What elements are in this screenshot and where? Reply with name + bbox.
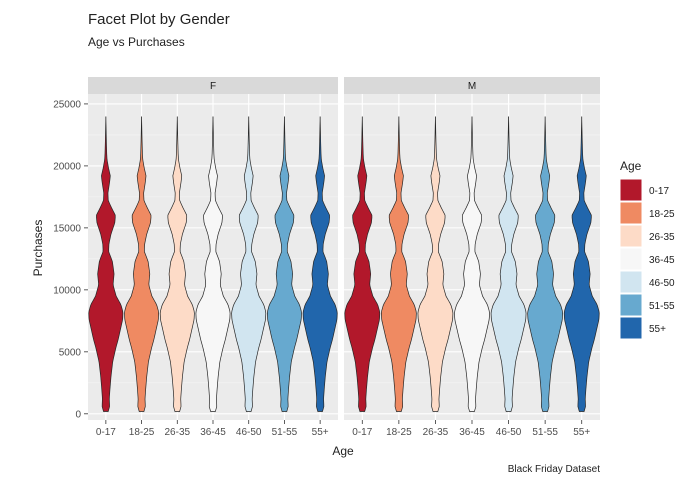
legend-swatch [619,316,643,340]
violin-f-55+ [302,116,338,412]
violin-m-36-45 [454,116,490,412]
violin-f-36-45 [195,116,231,412]
y-tick-label: 0 [75,409,81,420]
x-tick-label: 36-45 [200,427,226,438]
legend-label: 26-35 [649,232,675,243]
facet-panels: F 0-17 18-25 26-35 36-45 46-50 51-55 55+ M 0-17 18… [88,77,600,438]
legend-swatch [619,270,643,294]
legend-label: 51-55 [649,301,675,312]
chart-title: Facet Plot by Gender [88,11,230,28]
x-tick-label: 51-55 [532,427,558,438]
facet-panel-f: F 0-17 18-25 26-35 36-45 46-50 51-55 55+ [88,77,338,438]
legend-title: Age [620,159,642,173]
legend-label: 55+ [649,324,666,335]
violin-m-51-55 [527,116,563,412]
legend-label: 46-50 [649,278,675,289]
facet-strip [88,77,338,94]
violin-f-46-50 [231,116,267,412]
violin-m-0-17 [344,116,381,412]
chart-subtitle: Age vs Purchases [88,35,185,49]
violin-m-46-50 [490,116,527,412]
x-tick-label: 26-35 [423,427,449,438]
violin-f-0-17 [88,116,124,412]
x-tick-label: 26-35 [164,427,190,438]
x-tick-label: 55+ [573,427,590,438]
facet-strip-label: F [210,81,216,92]
violin-f-18-25 [124,116,160,412]
legend-label: 36-45 [649,255,675,266]
x-tick-label: 0-17 [96,427,116,438]
legend-swatch [619,201,643,225]
violin-m-55+ [563,116,600,412]
legend-swatch [619,247,643,271]
y-axis-title: Purchases [31,220,45,277]
chart-caption: Black Friday Dataset [508,464,600,475]
legend-swatch [619,224,643,248]
violin-m-26-35 [417,116,454,412]
x-tick-label: 55+ [312,427,329,438]
violin-m-18-25 [381,116,417,412]
violin-f-26-35 [159,116,195,412]
y-tick-label: 15000 [53,223,81,234]
x-tick-label: 18-25 [386,427,412,438]
x-tick-label: 51-55 [272,427,298,438]
x-tick-label: 0-17 [352,427,372,438]
legend-swatch [619,178,643,202]
x-axis-title: Age [332,444,354,458]
facet-strip [344,77,600,94]
y-tick-label: 25000 [53,99,81,110]
legend-swatch [619,293,643,317]
legend-label: 0-17 [649,186,669,197]
facet-strip-label: M [468,81,476,92]
legend-label: 18-25 [649,209,675,220]
x-tick-label: 46-50 [236,427,262,438]
y-tick-label: 5000 [59,347,82,358]
legend: Age 0-17 18-25 26-35 36-45 46-50 51-55 55+ [619,159,675,340]
legend-items: 0-17 18-25 26-35 36-45 46-50 51-55 55+ [619,178,675,340]
x-tick-label: 46-50 [496,427,522,438]
y-tick-label: 20000 [53,161,81,172]
violin-f-51-55 [266,116,302,412]
y-tick-label: 10000 [53,285,81,296]
x-tick-label: 36-45 [459,427,485,438]
y-axis: 0 5000 10000 15000 20000 25000 [53,99,88,420]
x-tick-label: 18-25 [129,427,155,438]
facet-panel-m: M 0-17 18-25 26-35 36-45 46-50 51-55 55+ [344,77,600,438]
